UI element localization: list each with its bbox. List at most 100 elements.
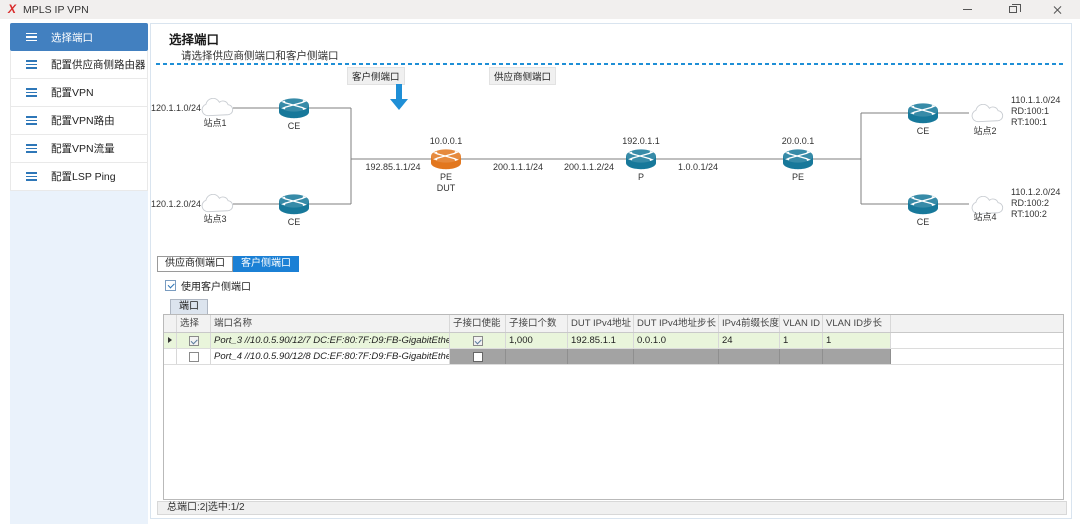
client-side-port-callout: 客户侧端口 (347, 67, 405, 85)
site3-prefix-label: 120.1.2.0/24 (151, 199, 202, 209)
port-name-cell: Port_4 //10.0.5.90/12/8 DC:EF:80:7F:D9:F… (211, 349, 450, 364)
subif-count-cell[interactable]: 1,000 (506, 333, 568, 348)
site2-prefix-label: 110.1.1.0/24 (1011, 95, 1061, 105)
ipv4-prefix-len-cell (719, 349, 780, 364)
minimize-button[interactable] (945, 0, 990, 19)
column-header-port-name[interactable]: 端口名称 (211, 315, 450, 332)
link-ce-dut-label: 192.85.1.1/24 (365, 162, 421, 172)
select-cell (177, 333, 211, 348)
select-cell (177, 349, 211, 364)
close-icon (1053, 5, 1063, 15)
use-client-ports-checkbox[interactable] (165, 280, 176, 291)
client-port-arrowhead-icon (390, 99, 408, 110)
vlan-id-step-cell[interactable]: 1 (823, 333, 891, 348)
dut-name-label: DUT (436, 183, 456, 193)
column-header-ipv4-prefix-len[interactable]: IPv4前缀长度 (719, 315, 780, 332)
subif-enable-cell (450, 349, 506, 364)
column-header-dut-ipv4-step[interactable]: DUT IPv4地址步长 (634, 315, 719, 332)
column-header-subif-enable[interactable]: 子接口使能 (450, 315, 506, 332)
link-p-pe-label: 1.0.0.1/24 (677, 162, 719, 172)
column-header-row-selector (164, 315, 177, 332)
p-ip-label: 192.0.1.1 (622, 136, 660, 146)
window-title: MPLS IP VPN (23, 3, 89, 16)
row-select-checkbox[interactable] (188, 336, 199, 347)
sidebar-item-config-vpn-route[interactable]: 配置VPN路由 (10, 107, 148, 135)
subtab-port[interactable]: 端口 (170, 299, 208, 315)
restore-button[interactable] (990, 0, 1035, 19)
site1-cloud-icon (198, 98, 234, 118)
current-row-cell (164, 333, 177, 348)
column-header-filler (891, 315, 1063, 332)
subif-enable-checkbox[interactable] (472, 336, 483, 347)
close-button[interactable] (1035, 0, 1080, 19)
page-title: 选择端口 (169, 33, 220, 47)
port-name-cell: Port_3 //10.0.5.90/12/7 DC:EF:80:7F:D9:F… (211, 333, 450, 348)
dut-ipv4-step-cell[interactable]: 0.0.1.0 (634, 333, 719, 348)
column-header-select[interactable]: 选择 (177, 315, 211, 332)
site2-info-block: 110.1.1.0/24 RD:100:1 RT:100:1 (1011, 95, 1060, 128)
subif-enable-cell (450, 333, 506, 348)
site3-name-label: 站点3 (203, 214, 227, 224)
vlan-id-cell[interactable]: 1 (780, 333, 823, 348)
p-label: P (637, 172, 644, 182)
topology-diagram: 客户侧端口 供应商侧端口 120.1.1.0/24 站点1 CE 120.1.2… (151, 24, 1071, 256)
menu-icon (11, 61, 51, 68)
column-header-dut-ipv4[interactable]: DUT IPv4地址 (568, 315, 634, 332)
current-row-cell (164, 349, 177, 364)
menu-icon (11, 89, 51, 96)
ports-table: 选择 端口名称 子接口使能 子接口个数 DUT IPv4地址 DUT IPv4地… (163, 314, 1064, 500)
sidebar-item-config-provider-router[interactable]: 配置供应商侧路由器 (10, 51, 148, 79)
sidebar-item-label: 配置VPN路由 (51, 115, 115, 127)
section-divider (156, 63, 1065, 65)
dut-ip-label: 10.0.0.1 (429, 136, 463, 146)
row-filler (891, 333, 1063, 348)
window-controls (945, 0, 1080, 19)
link-dut-p-right-label: 200.1.1.2/24 (563, 162, 615, 172)
sidebar-item-label: 配置供应商侧路由器 (51, 59, 146, 71)
site1-prefix-label: 120.1.1.0/24 (151, 103, 202, 113)
table-row-port4[interactable]: Port_4 //10.0.5.90/12/8 DC:EF:80:7F:D9:F… (164, 349, 1063, 365)
ipv4-prefix-len-cell[interactable]: 24 (719, 333, 780, 348)
dut-role-label: PE (439, 172, 452, 182)
dut-ipv4-cell[interactable]: 192.85.1.1 (568, 333, 634, 348)
sidebar-item-config-vpn-traffic[interactable]: 配置VPN流量 (10, 135, 148, 163)
sidebar-item-label: 配置VPN流量 (51, 143, 115, 155)
status-text: 总端口:2|选中:1/2 (167, 502, 245, 513)
ce1-label: CE (287, 121, 301, 131)
ce1-router-icon (276, 96, 312, 120)
menu-icon (11, 33, 51, 40)
site4-prefix-label: 110.1.2.0/24 (1011, 187, 1061, 197)
sidebar-item-label: 配置VPN (51, 87, 94, 99)
main-panel: 选择端口 请选择供应商侧端口和客户侧端口 客户侧端口 供应商侧端口 (150, 23, 1072, 519)
vlan-id-step-cell (823, 349, 891, 364)
site2-rd-label: RD:100:1 (1011, 106, 1050, 116)
column-header-subif-count[interactable]: 子接口个数 (506, 315, 568, 332)
sidebar-item-config-lsp-ping[interactable]: 配置LSP Ping (10, 163, 148, 191)
ce3-router-icon (276, 192, 312, 216)
site2-cloud-icon (968, 104, 1004, 124)
ce2-label: CE (916, 126, 930, 136)
column-header-vlan-id-step[interactable]: VLAN ID步长 (823, 315, 891, 332)
current-row-indicator-icon (168, 337, 172, 343)
use-client-ports-label: 使用客户侧端口 (181, 282, 251, 293)
sidebar: 选择端口 配置供应商侧路由器 配置VPN 配置VPN路由 配置VPN流量 配置L… (10, 23, 148, 524)
pe-label: PE (791, 172, 804, 182)
tab-client-side-ports[interactable]: 客户侧端口 (233, 256, 299, 272)
pe-ip-label: 20.0.0.1 (781, 136, 815, 146)
sidebar-item-select-ports[interactable]: 选择端口 (10, 23, 148, 51)
site3-cloud-icon (198, 194, 234, 214)
column-header-vlan-id[interactable]: VLAN ID (780, 315, 823, 332)
sidebar-item-config-vpn[interactable]: 配置VPN (10, 79, 148, 107)
site4-rt-label: RT:100:2 (1011, 209, 1047, 219)
ce2-router-icon (905, 101, 941, 125)
sidebar-item-label: 选择端口 (51, 31, 93, 44)
table-row-port3[interactable]: Port_3 //10.0.5.90/12/7 DC:EF:80:7F:D9:F… (164, 333, 1063, 349)
link-dut-p-left-label: 200.1.1.1/24 (492, 162, 544, 172)
tab-provider-side-ports[interactable]: 供应商侧端口 (157, 256, 233, 272)
sidebar-item-label: 配置LSP Ping (51, 171, 116, 183)
subif-count-cell (506, 349, 568, 364)
row-select-checkbox[interactable] (188, 352, 199, 363)
subif-enable-checkbox[interactable] (472, 352, 483, 363)
table-header-row: 选择 端口名称 子接口使能 子接口个数 DUT IPv4地址 DUT IPv4地… (164, 315, 1063, 333)
